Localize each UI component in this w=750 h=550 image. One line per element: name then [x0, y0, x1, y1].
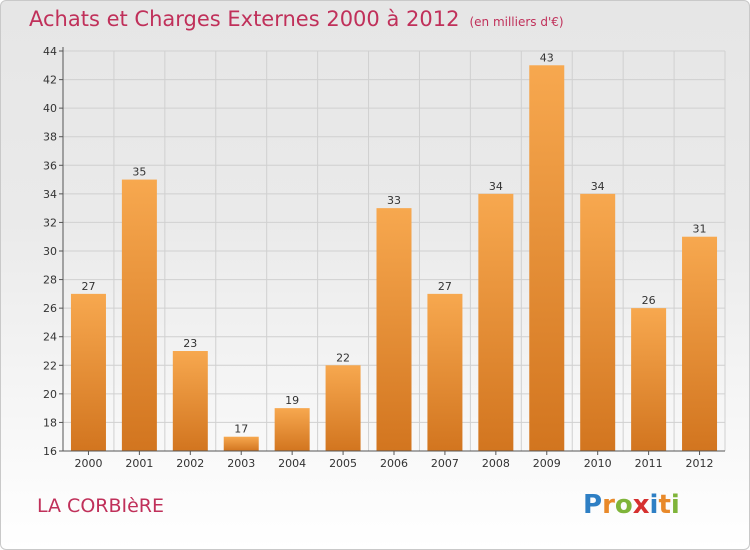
- bar-value-label: 34: [591, 180, 605, 193]
- proxiti-logo: Proxiti: [583, 490, 680, 520]
- bar-value-label: 31: [693, 223, 707, 236]
- bar: [580, 193, 616, 451]
- bar-value-label: 17: [234, 423, 248, 436]
- logo-letter: r: [602, 490, 615, 520]
- logo-letter: o: [614, 490, 633, 520]
- bar-value-label: 35: [132, 166, 146, 179]
- y-tick-label: 36: [43, 159, 57, 172]
- logo-letter: P: [583, 490, 603, 520]
- bar-value-label: 22: [336, 351, 350, 364]
- logo-letter: x: [632, 490, 650, 520]
- x-tick-label: 2009: [533, 457, 561, 470]
- bar-value-label: 26: [642, 294, 656, 307]
- bar-value-label: 43: [540, 51, 554, 64]
- bar-value-label: 27: [81, 280, 95, 293]
- bar: [172, 351, 208, 451]
- logo-letter: t: [658, 490, 671, 520]
- axes: [59, 47, 725, 455]
- bar: [223, 436, 259, 451]
- x-tick-label: 2008: [482, 457, 510, 470]
- bar: [70, 293, 106, 451]
- commune-name: LA CORBIèRE: [37, 495, 165, 517]
- y-tick-label: 34: [43, 188, 57, 201]
- bar-value-label: 33: [387, 194, 401, 207]
- x-tick-label: 2005: [329, 457, 357, 470]
- logo-letter: i: [649, 490, 659, 520]
- bar-value-label: 27: [438, 280, 452, 293]
- x-tick-label: 2010: [584, 457, 612, 470]
- y-tick-label: 28: [43, 274, 57, 287]
- chart-title-text: Achats et Charges Externes 2000 à 2012: [29, 7, 460, 31]
- bar-value-label: 19: [285, 394, 299, 407]
- x-tick-label: 2004: [278, 457, 306, 470]
- y-tick-label: 22: [43, 359, 57, 372]
- bar: [682, 236, 718, 451]
- bar: [529, 65, 565, 452]
- y-tick-label: 26: [43, 302, 57, 315]
- bar: [274, 408, 310, 451]
- bar-value-label: 23: [183, 337, 197, 350]
- chart-unit: (en milliers d'€): [469, 15, 564, 29]
- x-tick-label: 2007: [431, 457, 459, 470]
- y-tick-label: 16: [43, 445, 57, 458]
- bar: [427, 293, 463, 451]
- y-tick-label: 38: [43, 131, 57, 144]
- y-tick-label: 20: [43, 388, 57, 401]
- bar: [121, 179, 157, 452]
- x-tick-label: 2000: [74, 457, 102, 470]
- bar: [478, 193, 514, 451]
- y-tick-label: 24: [43, 331, 57, 344]
- x-tick-label: 2003: [227, 457, 255, 470]
- bar: [325, 365, 361, 451]
- x-tick-label: 2012: [686, 457, 714, 470]
- y-tick-label: 32: [43, 216, 57, 229]
- y-tick-label: 18: [43, 416, 57, 429]
- bars: [70, 65, 718, 452]
- y-tick-label: 42: [43, 74, 57, 87]
- y-tick-label: 44: [43, 45, 57, 58]
- y-tick-label: 30: [43, 245, 57, 258]
- bar-value-label: 34: [489, 180, 503, 193]
- x-tick-label: 2011: [635, 457, 663, 470]
- x-tick-label: 2006: [380, 457, 408, 470]
- bar: [376, 208, 412, 451]
- x-tick-label: 2002: [176, 457, 204, 470]
- y-tick-label: 40: [43, 102, 57, 115]
- x-tick-label: 2001: [125, 457, 153, 470]
- bar: [631, 308, 667, 451]
- chart-title: Achats et Charges Externes 2000 à 2012 (e…: [29, 7, 564, 31]
- logo-letter: i: [670, 490, 680, 520]
- labels: 16 18 20 22 24 26 28 30 32 34 36 38 40 42 44 27 2000 35 20…: [43, 45, 714, 470]
